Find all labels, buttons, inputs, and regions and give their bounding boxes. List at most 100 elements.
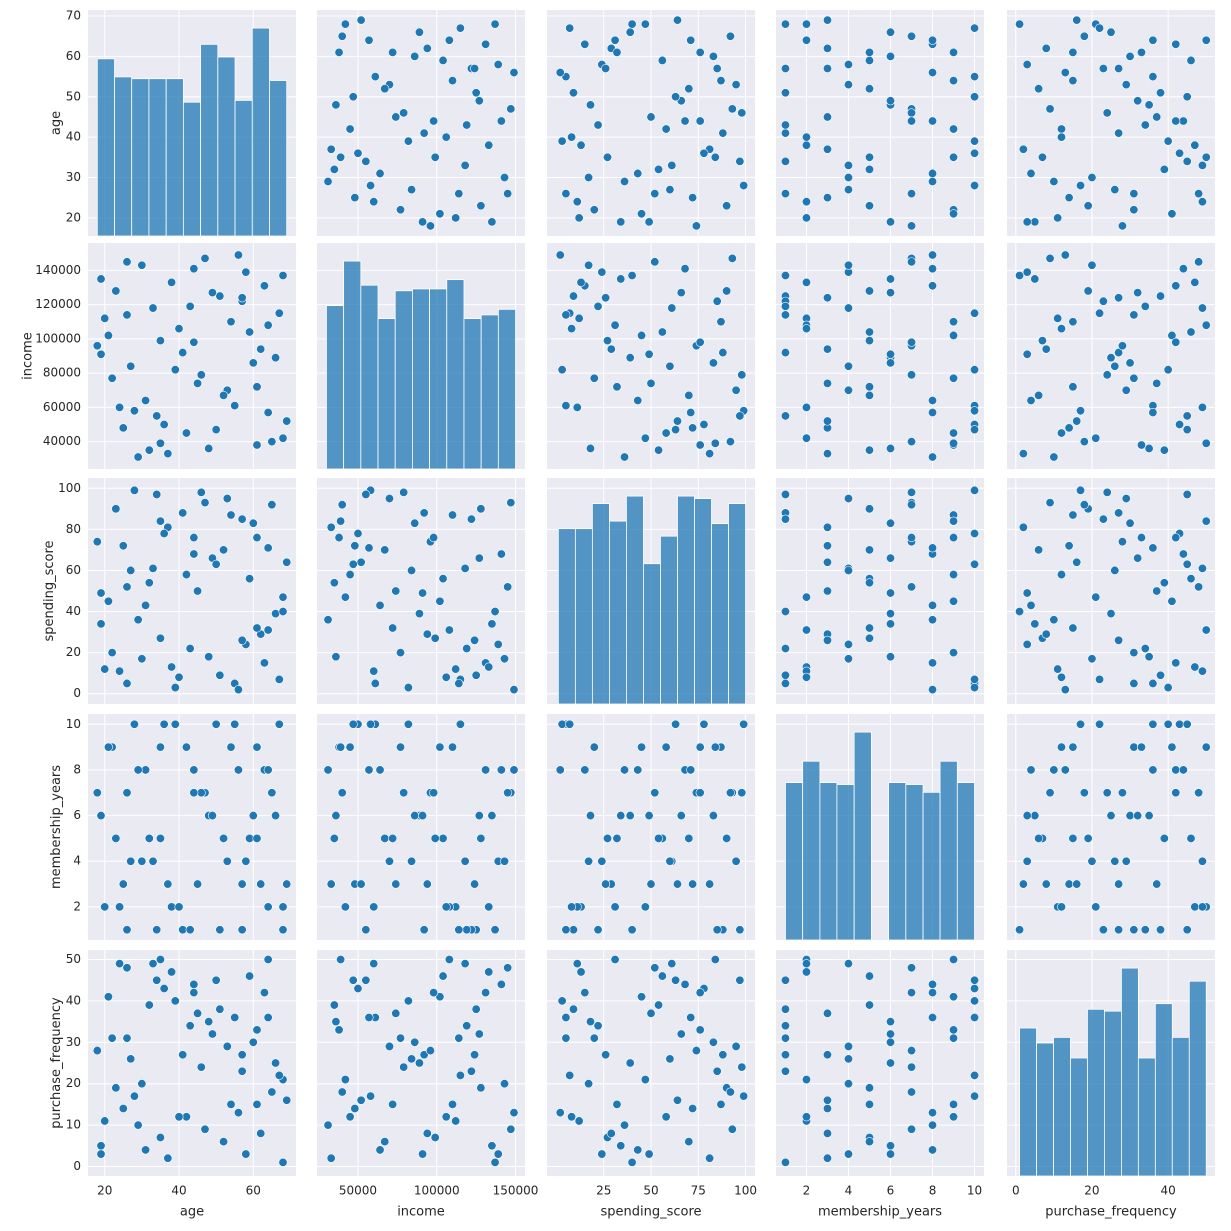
scatter-point	[425, 221, 435, 231]
scatter-point	[1079, 788, 1089, 798]
scatter-point	[350, 541, 360, 551]
scatter-point	[193, 1008, 203, 1018]
histogram-bar	[1121, 967, 1139, 1177]
scatter-point	[695, 47, 705, 57]
scatter-point	[211, 719, 221, 729]
scatter-point	[345, 1112, 355, 1122]
scatter-point	[561, 925, 571, 935]
x-tick-label: 100	[734, 1184, 757, 1198]
scatter-point	[336, 516, 346, 526]
scatter-point	[1041, 629, 1051, 639]
scatter-point	[1197, 666, 1207, 676]
scatter-point	[233, 765, 243, 775]
scatter-point	[1045, 253, 1055, 263]
scatter-point	[204, 443, 214, 453]
panel-background	[1007, 478, 1215, 704]
scatter-point	[133, 452, 143, 462]
scatter-point	[451, 213, 461, 223]
scatter-point	[1049, 177, 1059, 187]
scatter-point	[185, 925, 195, 935]
scatter-point	[422, 879, 432, 889]
scatter-point	[237, 879, 247, 889]
scatter-point	[189, 979, 199, 989]
scatter-point	[970, 975, 980, 985]
scatter-point	[252, 440, 262, 450]
scatter-point	[928, 452, 938, 462]
scatter-point	[780, 411, 790, 421]
scatter-point	[949, 596, 959, 606]
scatter-point	[686, 765, 696, 775]
scatter-point	[665, 185, 675, 195]
scatter-point	[864, 152, 874, 162]
scatter-point	[1034, 545, 1044, 555]
scatter-point	[661, 1112, 671, 1122]
panel	[88, 10, 296, 237]
scatter-point	[375, 1145, 385, 1155]
scatter-point	[1068, 623, 1078, 633]
scatter-point	[200, 498, 210, 508]
scatter-point	[1201, 438, 1211, 448]
scatter-point	[350, 1104, 360, 1114]
histogram-bar	[1104, 1010, 1122, 1177]
scatter-point	[448, 742, 458, 752]
scatter-point	[801, 35, 811, 45]
scatter-point	[274, 719, 284, 729]
scatter-point	[684, 390, 694, 400]
scatter-point	[1171, 788, 1181, 798]
x-tick-label: 50	[643, 1184, 658, 1198]
scatter-point	[155, 1133, 165, 1143]
scatter-point	[650, 788, 660, 798]
scatter-point	[1049, 615, 1059, 625]
scatter-point	[399, 487, 409, 497]
scatter-point	[699, 719, 709, 729]
scatter-point	[557, 719, 567, 729]
scatter-point	[1083, 286, 1093, 296]
scatter-point	[780, 1004, 790, 1014]
scatter-point	[350, 193, 360, 203]
scatter-point	[657, 55, 667, 65]
scatter-point	[1053, 664, 1063, 674]
scatter-point	[337, 31, 347, 41]
scatter-point	[181, 428, 191, 438]
scatter-point	[843, 1054, 853, 1064]
histogram-bar	[326, 305, 345, 470]
scatter-point	[96, 588, 106, 598]
scatter-point	[1110, 856, 1120, 866]
x-tick-label: 60	[246, 1184, 261, 1198]
x-axis-label: spending_score	[600, 1205, 701, 1220]
scatter-point	[1098, 925, 1108, 935]
scatter-point	[454, 925, 464, 935]
scatter-point	[326, 522, 336, 532]
scatter-point	[1117, 788, 1127, 798]
histogram-bar	[626, 495, 644, 705]
scatter-point	[684, 1137, 694, 1147]
scatter-point	[801, 132, 811, 142]
scatter-point	[248, 811, 258, 821]
scatter-point	[601, 293, 611, 303]
scatter-point	[970, 528, 980, 538]
scatter-point	[667, 303, 677, 313]
scatter-point	[949, 1099, 959, 1109]
scatter-point	[1015, 19, 1025, 29]
scatter-point	[388, 1099, 398, 1109]
scatter-point	[864, 504, 874, 514]
scatter-point	[1129, 205, 1139, 215]
scatter-point	[419, 1050, 429, 1060]
scatter-point	[1072, 15, 1082, 25]
scatter-point	[271, 811, 281, 821]
scatter-point	[92, 1046, 102, 1056]
scatter-point	[410, 811, 420, 821]
scatter-point	[211, 559, 221, 569]
scatter-point	[1163, 683, 1173, 693]
scatter-point	[334, 47, 344, 57]
scatter-point	[907, 1087, 917, 1097]
scatter-point	[155, 955, 165, 965]
scatter-point	[1159, 578, 1169, 588]
scatter-point	[907, 1062, 917, 1072]
scatter-point	[1087, 856, 1097, 866]
scatter-point	[233, 250, 243, 260]
scatter-point	[441, 902, 451, 912]
scatter-point	[219, 390, 229, 400]
panel	[317, 950, 525, 1176]
scatter-point	[454, 678, 464, 688]
